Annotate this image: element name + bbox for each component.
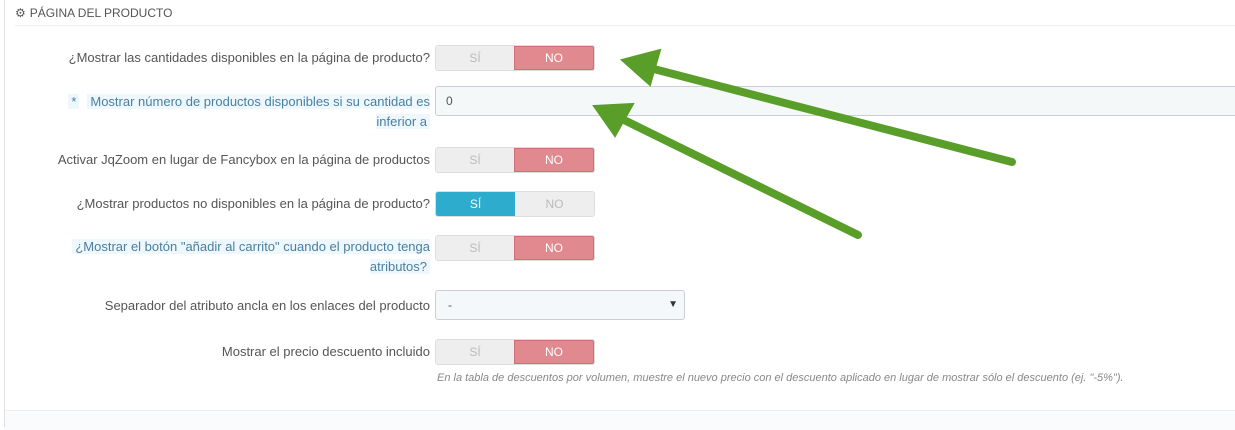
section-title: PÁGINA DEL PRODUCTO <box>29 5 173 20</box>
field-label: Mostrar el precio descuento incluido <box>221 344 430 359</box>
selected-value: - <box>448 298 452 312</box>
show-quantities-switch[interactable]: SÍ NO <box>435 45 595 71</box>
switch-no[interactable]: NO <box>514 148 594 172</box>
arrowhead <box>619 48 662 87</box>
field-label: Activar JqZoom en lugar de Fancybox en l… <box>57 152 430 167</box>
switch-yes[interactable]: SÍ <box>436 148 514 172</box>
switch-yes[interactable]: SÍ <box>436 236 514 260</box>
arrow-to-threshold-input <box>616 114 862 239</box>
anchor-separator-select[interactable]: - ▼ <box>435 290 685 320</box>
switch-yes[interactable]: SÍ <box>436 340 514 364</box>
panel-header: ⚙ PÁGINA DEL PRODUCTO <box>15 0 1235 26</box>
add-to-cart-attributes-switch[interactable]: SÍ NO <box>435 235 595 261</box>
switch-no[interactable]: NO <box>514 236 594 260</box>
jqzoom-switch[interactable]: SÍ NO <box>435 147 595 173</box>
discount-price-switch[interactable]: SÍ NO <box>435 339 595 365</box>
field-label: ¿Mostrar productos no disponibles en la … <box>76 196 430 211</box>
arrowhead <box>592 102 635 138</box>
chevron-down-icon: ▼ <box>668 299 678 310</box>
help-text: En la tabla de descuentos por volumen, m… <box>437 372 1124 384</box>
switch-no[interactable]: NO <box>514 46 594 70</box>
panel-footer <box>5 410 1235 430</box>
switch-yes[interactable]: SÍ <box>436 192 515 216</box>
required-asterisk: * <box>68 94 80 109</box>
switch-no[interactable]: NO <box>515 192 594 216</box>
show-unavailable-switch[interactable]: SÍ NO <box>435 191 595 217</box>
switch-yes[interactable]: SÍ <box>436 46 514 70</box>
switch-no[interactable]: NO <box>514 340 594 364</box>
field-label: ¿Mostrar las cantidades disponibles en l… <box>68 50 430 65</box>
cogs-icon: ⚙ <box>15 5 26 20</box>
field-label: Separador del atributo ancla en los enla… <box>104 298 430 313</box>
product-page-panel: ⚙ PÁGINA DEL PRODUCTO ¿Mostrar las canti… <box>4 0 1235 430</box>
arrow-to-quantity-switch <box>646 64 1016 166</box>
